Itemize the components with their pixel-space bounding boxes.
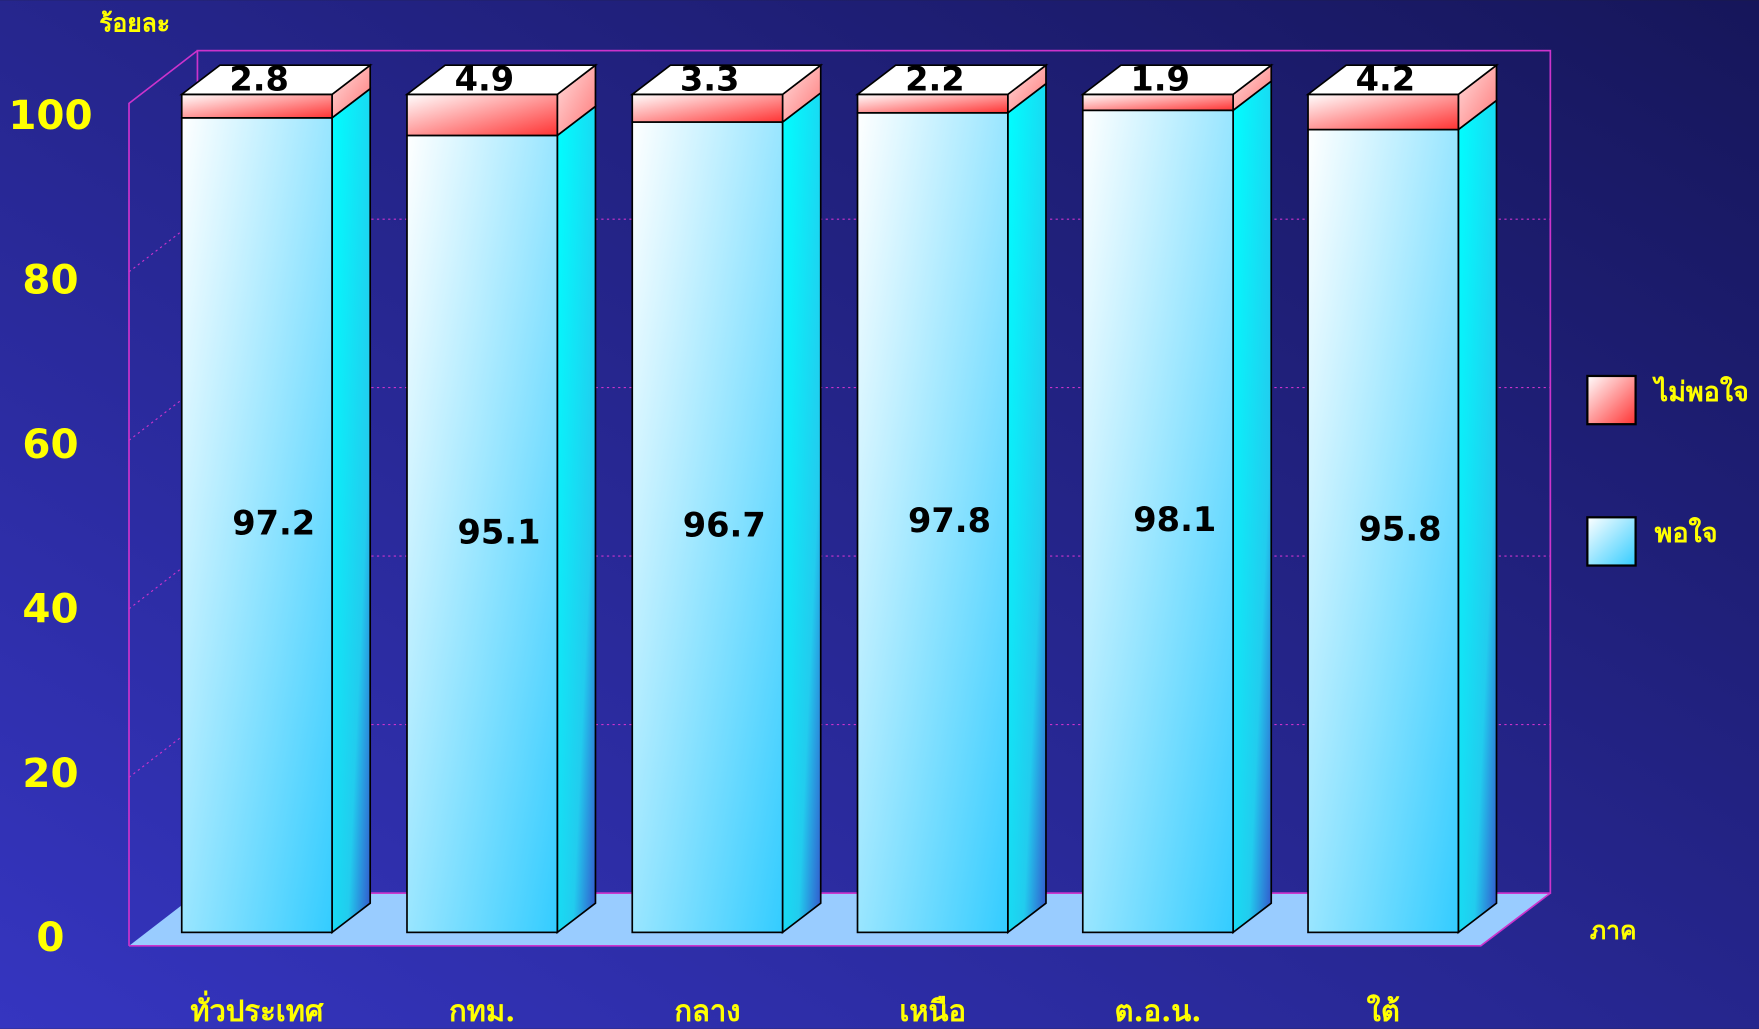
bar-side	[781, 91, 822, 935]
bar-segment	[406, 104, 597, 935]
legend-label: ไม่พอใจ	[1652, 376, 1749, 408]
value-label: 2.8	[229, 59, 289, 98]
bar-segment	[179, 63, 373, 120]
bar-segment	[856, 81, 1047, 935]
y-tick-label: 40	[22, 585, 78, 632]
y-tick-label: 80	[22, 256, 78, 303]
bar-segment	[631, 91, 822, 935]
value-label: 98.1	[1133, 500, 1216, 539]
value-label: 97.8	[908, 501, 991, 540]
value-label: 4.9	[455, 59, 515, 98]
bar-segment	[180, 86, 372, 935]
x-axis-title: ภาค	[1590, 916, 1637, 945]
bar-top	[1080, 64, 1274, 96]
value-label: 95.8	[1359, 509, 1442, 548]
bar-front	[1307, 128, 1460, 934]
bar-front	[1081, 109, 1234, 934]
bar-top	[179, 64, 373, 96]
value-label: 4.2	[1356, 59, 1416, 98]
x-tick-label: เหนือ	[899, 994, 966, 1028]
bar-front	[631, 93, 784, 123]
value-label: 96.7	[683, 506, 766, 545]
x-tick-label: กทม.	[449, 994, 515, 1028]
value-label: 1.9	[1130, 59, 1190, 98]
value-label: 95.1	[457, 512, 540, 551]
bar-front	[406, 93, 559, 137]
bar-top	[404, 64, 598, 96]
bar-segment	[629, 63, 824, 124]
bar-segment	[1307, 98, 1498, 935]
bar-side	[556, 104, 597, 935]
bar-front	[856, 111, 1009, 934]
y-axis-title: ร้อยละ	[99, 8, 170, 37]
bar-segment	[1081, 79, 1273, 935]
legend-swatch	[1586, 516, 1637, 567]
y-tick-label: 0	[36, 914, 64, 961]
x-tick-label: กลาง	[674, 994, 740, 1028]
bar-side	[331, 86, 372, 935]
legend-swatch	[1586, 374, 1637, 426]
floor-edge	[129, 892, 1551, 947]
y-tick-label: 100	[8, 92, 92, 139]
value-label: 2.2	[905, 59, 965, 98]
x-tick-label: ทั่วประเทศ	[190, 990, 324, 1028]
left-wall	[128, 49, 198, 946]
value-label: 97.2	[232, 504, 315, 543]
bar-front	[406, 134, 559, 934]
bar-segment	[404, 63, 598, 138]
bar-top	[629, 64, 824, 96]
y-tick-label: 60	[22, 421, 78, 468]
bar-side	[1457, 98, 1498, 935]
bar-segment	[1305, 63, 1499, 132]
bar-segment	[855, 63, 1049, 115]
bar-top	[855, 64, 1049, 96]
legend-label: พอใจ	[1655, 517, 1718, 549]
bar-front	[1307, 93, 1460, 131]
x-tick-label: ใต้	[1367, 994, 1400, 1028]
bar-front	[180, 117, 333, 934]
value-label: 3.3	[680, 59, 740, 98]
bar-side	[1006, 81, 1047, 935]
x-tick-label: ต.อ.น.	[1115, 994, 1202, 1028]
bar-front	[631, 121, 784, 934]
bar-segment	[1080, 63, 1274, 113]
bar-top	[1305, 64, 1499, 96]
bar-side	[1232, 79, 1273, 935]
y-tick-label: 20	[22, 750, 78, 797]
